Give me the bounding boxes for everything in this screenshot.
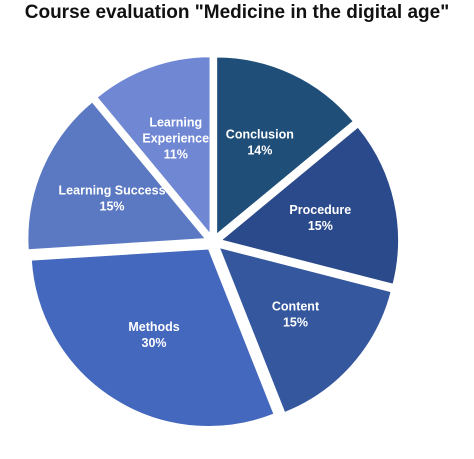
pie-slice-procedure — [219, 125, 400, 286]
pie-slice-learning-experience — [95, 55, 212, 237]
pie-labels: Conclusion 14% Procedure 15% Content 15% Metho… — [59, 116, 352, 350]
pie-slice-content — [217, 246, 393, 414]
pie-label-methods: Methods 30% — [128, 320, 179, 350]
pie-slices — [26, 55, 400, 428]
pie-label-conclusion: Conclusion 14% — [226, 127, 294, 157]
chart-title: Course evaluation "Medicine in the digit… — [24, 2, 450, 23]
pie-label-learning-success: Learning Success 15% — [59, 183, 166, 213]
pie-label-learning-experience: Learning Experience 11% — [142, 116, 209, 162]
pie-slice-conclusion — [215, 56, 355, 237]
pie-label-content: Content 15% — [272, 300, 320, 330]
pie-label-procedure: Procedure 15% — [289, 203, 351, 233]
pie-slice-learning-success — [26, 100, 208, 251]
pie-slice-methods — [30, 247, 276, 428]
